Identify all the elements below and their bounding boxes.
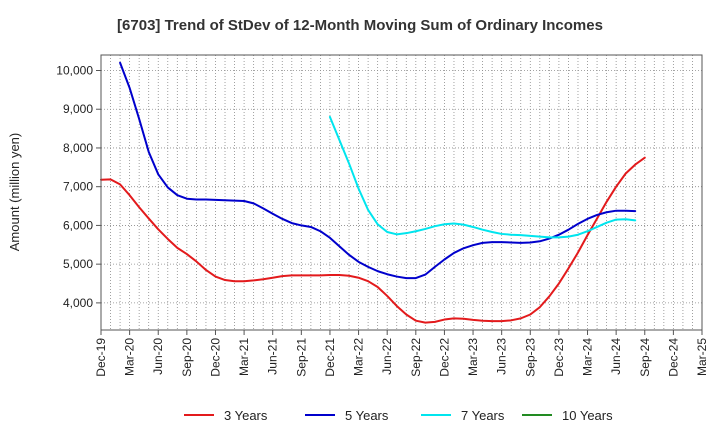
legend: 3 Years 5 Years 7 Years 10 Years [184,408,613,423]
grid-lines [100,55,703,330]
x-tick-label: Sep-21 [294,338,308,377]
series-line-3-years [100,156,646,324]
x-tick-label: Jun-21 [266,338,280,375]
x-tick-label: Dec-21 [323,338,337,377]
x-tick-label: Dec-24 [666,338,680,377]
x-tick-label: Mar-24 [581,338,595,376]
x-tick-label: Jun-22 [380,338,394,375]
y-axis-ticks: 4,000 5,000 6,000 7,000 8,000 9,000 10,000 [56,63,101,310]
x-tick-label: Sep-22 [409,338,423,377]
x-tick-label: Mar-21 [237,338,251,376]
x-tick-label: Dec-20 [208,338,222,377]
y-tick-label: 4,000 [63,296,93,310]
y-tick-label: 7,000 [63,180,93,194]
y-tick-label: 10,000 [56,63,93,77]
x-tick-label: Sep-20 [180,338,194,377]
y-axis-label: Amount (million yen) [7,133,22,252]
y-tick-label: 9,000 [63,102,93,116]
plot-area-frame [100,54,703,331]
x-tick-label: Dec-23 [552,338,566,377]
x-axis-ticks: Dec-19 Mar-20 Jun-20 Sep-20 Dec-20 Mar-21 Jun-… [94,330,709,377]
x-tick-label: Sep-23 [523,338,537,377]
chart-title: [6703] Trend of StDev of 12-Month Moving… [117,17,603,34]
x-tick-label: Jun-20 [151,338,165,375]
x-tick-label: Dec-22 [437,338,451,377]
x-tick-label: Dec-19 [94,338,108,377]
x-tick-label: Jun-24 [609,338,623,375]
legend-label: 7 Years [461,408,505,423]
y-tick-label: 8,000 [63,141,93,155]
y-tick-label: 6,000 [63,218,93,232]
legend-label: 5 Years [345,408,389,423]
legend-label: 3 Years [224,408,268,423]
x-tick-label: Jun-23 [495,338,509,375]
series-lines [100,61,646,324]
x-tick-label: Mar-20 [123,338,137,376]
x-tick-label: Sep-24 [638,338,652,377]
x-tick-label: Mar-25 [695,338,709,376]
series-line-7-years [328,115,637,239]
legend-label: 10 Years [562,408,613,423]
x-tick-label: Mar-22 [352,338,366,376]
series-line-5-years [119,61,637,280]
y-tick-label: 5,000 [63,257,93,271]
x-tick-label: Mar-23 [466,338,480,376]
